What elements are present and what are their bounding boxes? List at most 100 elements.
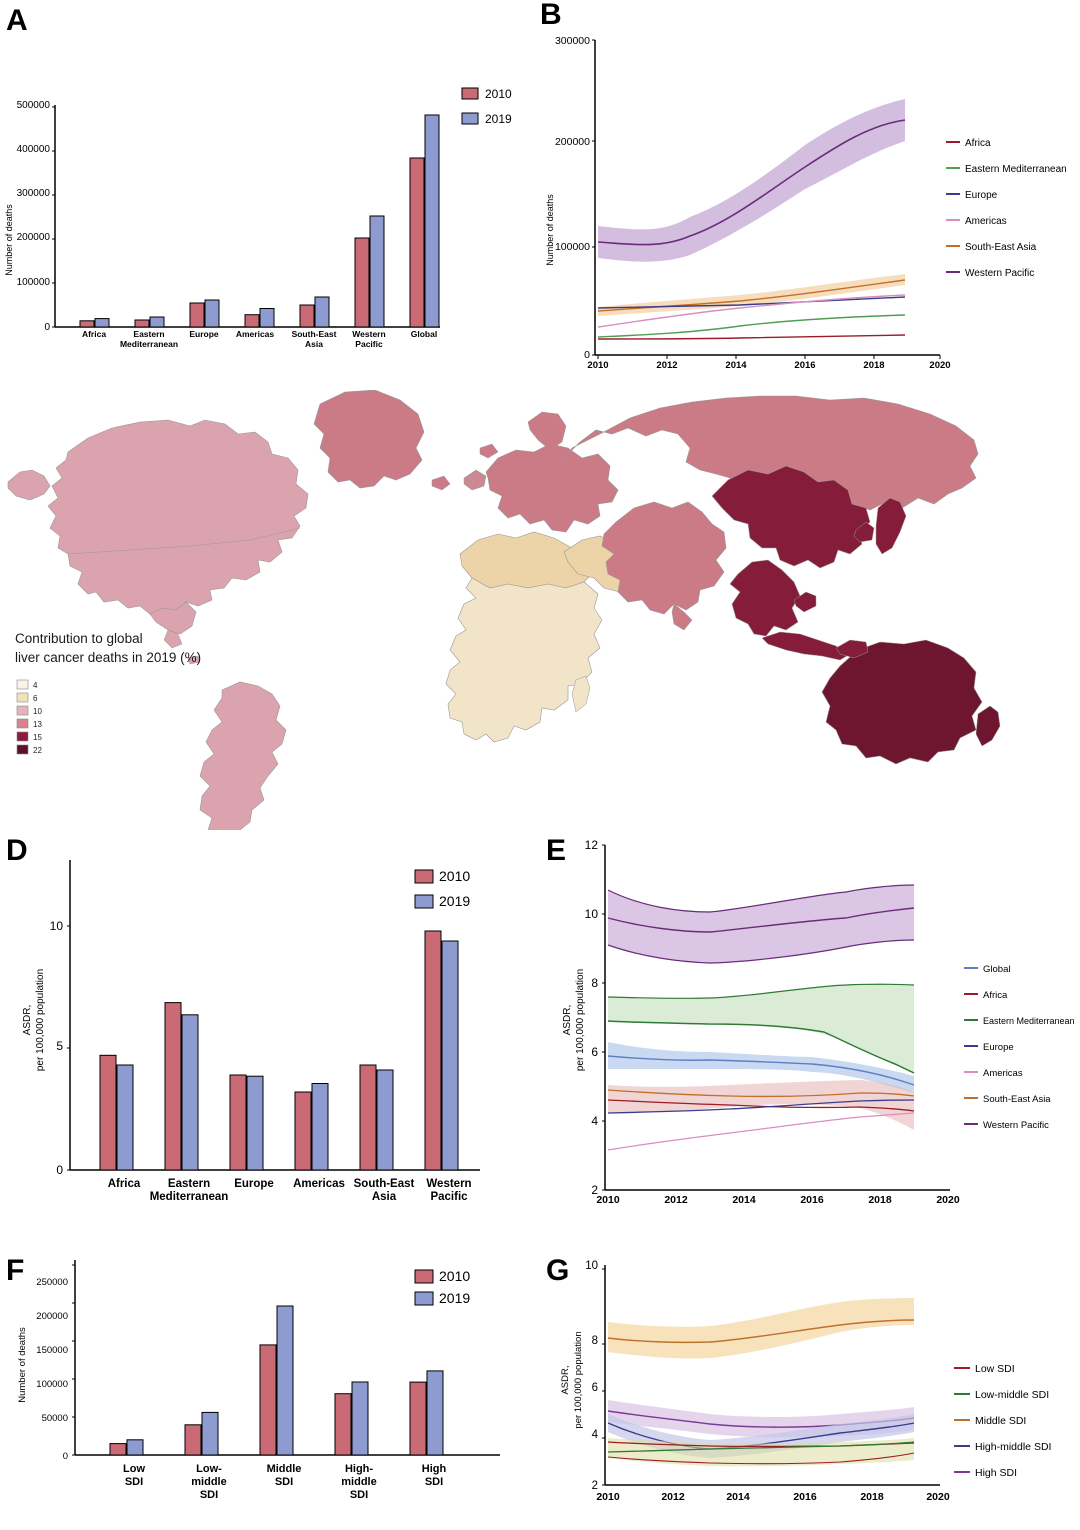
svg-text:300000: 300000	[17, 188, 51, 199]
svg-text:liver cancer deaths in 2019 (: liver cancer deaths in 2019 (%)	[15, 650, 201, 665]
svg-text:Western: Western	[352, 329, 385, 339]
svg-text:High: High	[422, 1463, 447, 1475]
svg-text:Eastern Mediterranean: Eastern Mediterranean	[965, 164, 1067, 175]
svg-text:Low-: Low-	[196, 1463, 222, 1475]
svg-text:ASDR,: ASDR,	[560, 1365, 571, 1394]
svg-text:South-East: South-East	[292, 329, 337, 339]
svg-text:2012: 2012	[661, 1491, 685, 1503]
svg-text:2010: 2010	[439, 1268, 470, 1284]
svg-text:High SDI: High SDI	[975, 1467, 1017, 1479]
svg-text:Mediterranean: Mediterranean	[150, 1191, 229, 1203]
svg-text:High-middle SDI: High-middle SDI	[975, 1441, 1051, 1453]
svg-text:Contribution to global: Contribution to global	[15, 631, 143, 646]
svg-text:50000: 50000	[42, 1413, 68, 1424]
svg-text:5: 5	[56, 1039, 63, 1053]
svg-text:0: 0	[44, 322, 50, 333]
svg-text:South-East Asia: South-East Asia	[965, 242, 1037, 253]
svg-text:100000: 100000	[36, 1379, 68, 1390]
svg-text:2014: 2014	[725, 360, 747, 371]
svg-text:6: 6	[33, 694, 38, 703]
svg-text:Europe: Europe	[189, 329, 219, 339]
svg-text:Americas: Americas	[983, 1068, 1023, 1079]
svg-text:300000: 300000	[555, 35, 590, 47]
svg-text:ASDR,: ASDR,	[562, 1005, 573, 1036]
svg-text:middle: middle	[191, 1476, 226, 1488]
svg-text:Number of deaths: Number of deaths	[4, 204, 14, 276]
svg-text:Europe: Europe	[234, 1178, 274, 1190]
svg-text:SDI: SDI	[425, 1476, 443, 1488]
svg-text:10: 10	[33, 707, 42, 716]
svg-text:2020: 2020	[926, 1491, 950, 1503]
svg-text:Americas: Americas	[236, 329, 275, 339]
svg-text:10: 10	[585, 907, 599, 921]
svg-text:2018: 2018	[863, 360, 884, 371]
svg-text:250000: 250000	[36, 1277, 68, 1288]
svg-text:Number of deaths: Number of deaths	[17, 1327, 28, 1403]
svg-text:2010: 2010	[485, 87, 512, 101]
svg-text:SDI: SDI	[125, 1476, 143, 1488]
svg-text:Global: Global	[411, 329, 437, 339]
svg-text:ASDR,: ASDR,	[22, 1005, 33, 1036]
svg-text:2019: 2019	[439, 893, 470, 909]
svg-text:per 100,000 population: per 100,000 population	[35, 969, 46, 1071]
svg-text:22: 22	[33, 746, 42, 755]
svg-text:Mediterranean: Mediterranean	[120, 339, 178, 349]
svg-text:Africa: Africa	[108, 1178, 141, 1190]
svg-text:2016: 2016	[793, 1491, 817, 1503]
svg-text:2012: 2012	[664, 1194, 688, 1206]
svg-text:Asia: Asia	[305, 339, 323, 349]
svg-text:2020: 2020	[929, 360, 950, 371]
svg-text:2019: 2019	[485, 112, 512, 126]
svg-text:Middle SDI: Middle SDI	[975, 1415, 1026, 1427]
svg-text:2010: 2010	[596, 1491, 620, 1503]
svg-text:middle: middle	[341, 1476, 376, 1488]
svg-text:100000: 100000	[555, 241, 590, 253]
svg-text:6: 6	[591, 1045, 598, 1059]
svg-text:Low SDI: Low SDI	[975, 1363, 1015, 1375]
svg-text:Pacific: Pacific	[355, 339, 383, 349]
svg-text:200000: 200000	[36, 1311, 68, 1322]
svg-text:8: 8	[591, 976, 598, 990]
svg-text:2019: 2019	[439, 1290, 470, 1306]
svg-text:Africa: Africa	[82, 329, 106, 339]
svg-text:Europe: Europe	[983, 1042, 1014, 1053]
svg-text:4: 4	[592, 1429, 599, 1441]
svg-text:Eastern: Eastern	[133, 329, 164, 339]
svg-text:Middle: Middle	[267, 1463, 302, 1475]
svg-text:Eastern Mediterranean: Eastern Mediterranean	[983, 1016, 1075, 1026]
svg-text:12: 12	[585, 838, 599, 852]
svg-text:2014: 2014	[726, 1491, 750, 1503]
svg-text:Africa: Africa	[965, 138, 991, 149]
svg-text:0: 0	[56, 1163, 63, 1177]
svg-text:6: 6	[592, 1382, 598, 1394]
svg-text:2020: 2020	[936, 1194, 960, 1206]
svg-text:400000: 400000	[17, 144, 51, 155]
svg-text:2010: 2010	[596, 1194, 620, 1206]
svg-text:13: 13	[33, 720, 42, 729]
svg-text:High-: High-	[345, 1463, 373, 1475]
svg-text:2012: 2012	[656, 360, 677, 371]
svg-text:2010: 2010	[439, 868, 470, 884]
svg-text:15: 15	[33, 733, 42, 742]
svg-text:10: 10	[50, 919, 64, 933]
svg-text:0: 0	[63, 1451, 68, 1462]
svg-text:SDI: SDI	[275, 1476, 293, 1488]
svg-text:South-East Asia: South-East Asia	[983, 1094, 1051, 1105]
svg-text:Pacific: Pacific	[430, 1191, 468, 1203]
svg-text:SDI: SDI	[350, 1489, 368, 1501]
svg-text:Americas: Americas	[965, 216, 1007, 227]
svg-text:2016: 2016	[794, 360, 815, 371]
svg-text:Asia: Asia	[372, 1191, 397, 1203]
svg-text:4: 4	[591, 1114, 598, 1128]
svg-text:2010: 2010	[587, 360, 608, 371]
svg-text:2014: 2014	[732, 1194, 756, 1206]
svg-text:100000: 100000	[17, 277, 51, 288]
svg-text:500000: 500000	[17, 100, 51, 111]
svg-text:Americas: Americas	[293, 1178, 345, 1190]
svg-text:2018: 2018	[860, 1491, 884, 1503]
svg-text:Western Pacific: Western Pacific	[983, 1120, 1049, 1131]
svg-text:10: 10	[585, 1260, 598, 1272]
svg-text:2016: 2016	[800, 1194, 824, 1206]
svg-text:200000: 200000	[555, 136, 590, 148]
svg-text:Eastern: Eastern	[168, 1178, 210, 1190]
